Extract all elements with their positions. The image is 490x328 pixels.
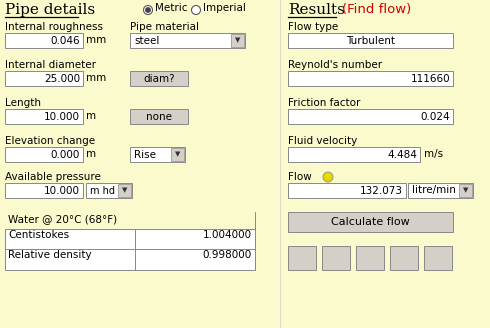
FancyBboxPatch shape bbox=[424, 246, 452, 270]
FancyBboxPatch shape bbox=[288, 109, 453, 124]
Text: 10.000: 10.000 bbox=[44, 186, 80, 195]
Text: Length: Length bbox=[5, 98, 41, 108]
Text: Internal roughness: Internal roughness bbox=[5, 22, 103, 32]
FancyBboxPatch shape bbox=[171, 148, 184, 161]
Text: Turbulent: Turbulent bbox=[346, 35, 395, 46]
Text: m/s: m/s bbox=[424, 149, 443, 159]
Text: Relative density: Relative density bbox=[8, 250, 92, 260]
Text: Friction factor: Friction factor bbox=[288, 98, 360, 108]
Text: steel: steel bbox=[134, 35, 159, 46]
FancyBboxPatch shape bbox=[288, 246, 316, 270]
Text: Reynold's number: Reynold's number bbox=[288, 60, 382, 70]
Text: Flow: Flow bbox=[288, 172, 312, 182]
Circle shape bbox=[192, 6, 200, 14]
Text: Centistokes: Centistokes bbox=[8, 230, 69, 240]
FancyBboxPatch shape bbox=[5, 71, 83, 86]
Text: Calculate flow: Calculate flow bbox=[331, 217, 410, 227]
FancyBboxPatch shape bbox=[408, 183, 473, 198]
Text: ▼: ▼ bbox=[175, 152, 181, 157]
Text: m: m bbox=[86, 149, 96, 159]
Text: 0.000: 0.000 bbox=[50, 150, 80, 159]
Text: 0.046: 0.046 bbox=[50, 35, 80, 46]
FancyBboxPatch shape bbox=[5, 212, 255, 270]
FancyBboxPatch shape bbox=[130, 109, 188, 124]
Text: diam?: diam? bbox=[143, 73, 175, 84]
Text: Fluid velocity: Fluid velocity bbox=[288, 136, 357, 146]
FancyBboxPatch shape bbox=[5, 33, 83, 48]
Text: Rise: Rise bbox=[134, 150, 156, 159]
Text: Imperial: Imperial bbox=[203, 3, 246, 13]
FancyBboxPatch shape bbox=[130, 71, 188, 86]
Text: ▼: ▼ bbox=[464, 188, 469, 194]
FancyBboxPatch shape bbox=[5, 183, 83, 198]
FancyBboxPatch shape bbox=[5, 147, 83, 162]
Text: 0.998000: 0.998000 bbox=[203, 250, 252, 260]
Circle shape bbox=[323, 172, 333, 182]
FancyBboxPatch shape bbox=[390, 246, 418, 270]
Text: mm: mm bbox=[86, 73, 106, 83]
Text: Flow type: Flow type bbox=[288, 22, 338, 32]
FancyBboxPatch shape bbox=[288, 212, 453, 232]
Text: m: m bbox=[86, 111, 96, 121]
Text: mm: mm bbox=[86, 35, 106, 45]
Text: Pipe details: Pipe details bbox=[5, 3, 95, 17]
Text: none: none bbox=[146, 112, 172, 121]
Text: Water @ 20°C (68°F): Water @ 20°C (68°F) bbox=[8, 214, 117, 224]
FancyBboxPatch shape bbox=[288, 71, 453, 86]
FancyBboxPatch shape bbox=[118, 184, 131, 197]
Text: Elevation change: Elevation change bbox=[5, 136, 95, 146]
FancyBboxPatch shape bbox=[5, 109, 83, 124]
FancyBboxPatch shape bbox=[5, 212, 255, 229]
Text: 10.000: 10.000 bbox=[44, 112, 80, 121]
Text: ▼: ▼ bbox=[235, 37, 241, 44]
FancyBboxPatch shape bbox=[322, 246, 350, 270]
FancyBboxPatch shape bbox=[288, 33, 453, 48]
Text: Results: Results bbox=[288, 3, 345, 17]
FancyBboxPatch shape bbox=[288, 147, 420, 162]
Text: Pipe material: Pipe material bbox=[130, 22, 199, 32]
FancyBboxPatch shape bbox=[130, 33, 245, 48]
Text: Internal diameter: Internal diameter bbox=[5, 60, 96, 70]
FancyBboxPatch shape bbox=[86, 183, 132, 198]
FancyBboxPatch shape bbox=[356, 246, 384, 270]
FancyBboxPatch shape bbox=[288, 183, 406, 198]
Text: 111660: 111660 bbox=[411, 73, 450, 84]
Text: Metric: Metric bbox=[155, 3, 188, 13]
Text: 0.024: 0.024 bbox=[420, 112, 450, 121]
Text: 25.000: 25.000 bbox=[44, 73, 80, 84]
Text: 1.004000: 1.004000 bbox=[203, 230, 252, 240]
Text: 132.073: 132.073 bbox=[360, 186, 403, 195]
Text: (Find flow): (Find flow) bbox=[342, 3, 411, 16]
Text: litre/min: litre/min bbox=[412, 186, 456, 195]
Text: ▼: ▼ bbox=[122, 188, 128, 194]
Text: Available pressure: Available pressure bbox=[5, 172, 101, 182]
FancyBboxPatch shape bbox=[130, 147, 185, 162]
Text: m hd: m hd bbox=[90, 186, 115, 195]
Circle shape bbox=[144, 6, 152, 14]
FancyBboxPatch shape bbox=[231, 34, 244, 47]
Text: 4.484: 4.484 bbox=[387, 150, 417, 159]
Circle shape bbox=[146, 8, 150, 12]
FancyBboxPatch shape bbox=[459, 184, 472, 197]
